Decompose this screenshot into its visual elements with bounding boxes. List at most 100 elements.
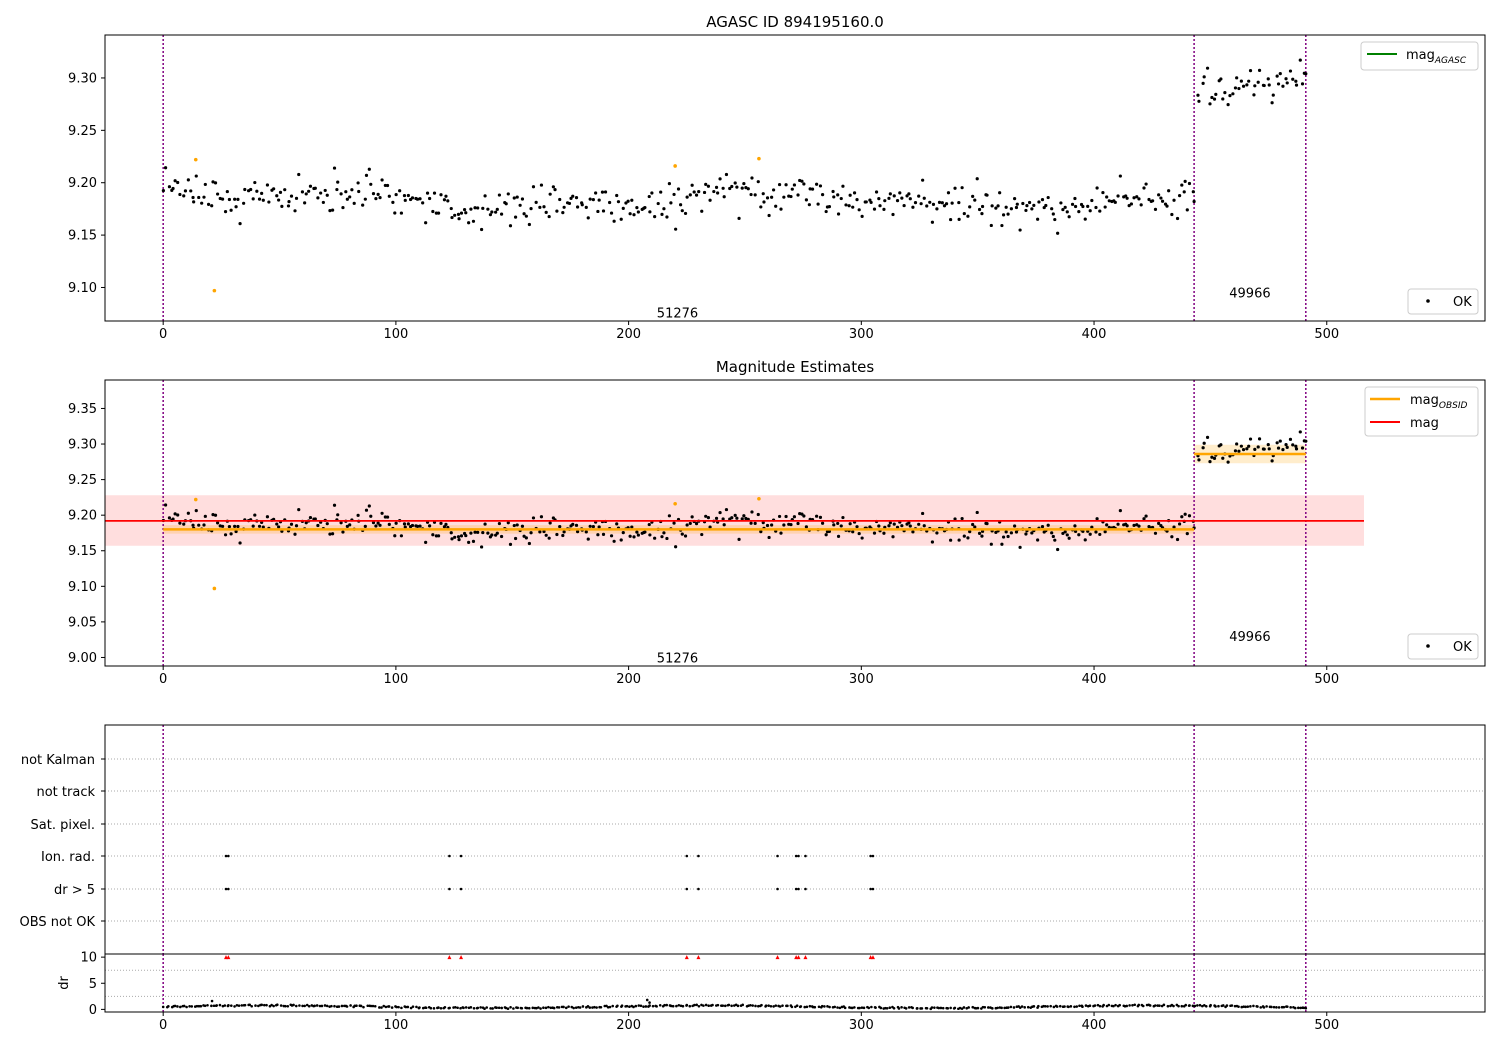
dr-point (900, 1005, 903, 1009)
dr-point (833, 1005, 837, 1009)
ok-point (779, 207, 783, 211)
dr-point (504, 1006, 508, 1010)
ok-point (1202, 75, 1206, 79)
ok-point (527, 222, 531, 227)
ok-point (341, 205, 345, 210)
x-tick-label: 400 (1082, 1018, 1107, 1033)
panel1-points (161, 58, 1308, 293)
ok-point (176, 180, 180, 185)
dr-point (741, 1003, 745, 1007)
ok-point (191, 195, 195, 200)
ok-point (1059, 201, 1063, 205)
ok-point (167, 185, 172, 189)
ok-point (316, 523, 320, 528)
ok-point (653, 536, 657, 540)
ok-point (957, 217, 961, 221)
ok-point (1256, 80, 1260, 84)
ok-point (522, 534, 526, 538)
ok-point (316, 196, 320, 200)
ok-point (1113, 200, 1117, 204)
dr-point (366, 1004, 370, 1008)
dr-point (1098, 1004, 1102, 1008)
ok-point (304, 192, 308, 196)
ok-point (1013, 524, 1017, 528)
dr-point (651, 1004, 655, 1008)
flag-point (871, 854, 875, 858)
ok-point (721, 186, 725, 190)
ok-point (1276, 82, 1281, 86)
ok-point (971, 522, 975, 527)
panel2-legend-ok: OK (1407, 633, 1479, 660)
ok-point (1015, 202, 1019, 206)
ok-point (1285, 81, 1289, 85)
dr-point (1275, 1006, 1278, 1009)
y-tick-label: 9.20 (68, 176, 97, 191)
ok-point (949, 217, 953, 222)
dr-point (1302, 1006, 1306, 1010)
ok-point (508, 542, 513, 546)
ok-point (251, 197, 255, 201)
ok-point (630, 198, 634, 202)
x-tick-label: 500 (1314, 1018, 1339, 1033)
dr-point (904, 1007, 908, 1010)
ok-point (542, 205, 546, 209)
dr-point (933, 1006, 936, 1009)
ok-point (275, 522, 279, 526)
ok-point (636, 210, 640, 214)
dr-point (1293, 1006, 1297, 1010)
ok-point (211, 513, 215, 517)
dr-point (874, 1006, 877, 1009)
ok-point (257, 197, 262, 201)
dr-point (634, 1004, 638, 1008)
dr-point (330, 1004, 333, 1008)
dr-point (1240, 1005, 1244, 1009)
ok-point (551, 185, 555, 189)
dr-point (677, 1003, 681, 1007)
ok-point (255, 189, 259, 193)
ok-point (278, 190, 283, 194)
dr-point (1069, 1005, 1073, 1008)
ok-point (464, 211, 468, 215)
ok-point (1201, 81, 1205, 85)
x-tick-label: 0 (159, 327, 167, 342)
dr-point (632, 1005, 635, 1009)
ok-point (233, 197, 237, 201)
ok-point (712, 189, 716, 194)
ok-point (1073, 196, 1077, 201)
ok-point (220, 524, 225, 528)
ok-point (596, 209, 600, 214)
dr-flagged-marker (803, 955, 808, 960)
ok-point (1191, 190, 1195, 194)
ok-point (462, 208, 467, 212)
dr-point (424, 1006, 428, 1010)
ok-point (888, 192, 892, 196)
flag-point (871, 887, 875, 891)
ok-point (1231, 92, 1235, 96)
ok-point (911, 530, 915, 534)
ok-point (756, 180, 760, 184)
y-tick-label: 0 (89, 1003, 97, 1018)
ok-point (234, 529, 238, 534)
flags-panel: not Kalman not track Sat. pixel. Ion. rad. d… (20, 724, 1486, 955)
flag-point (776, 887, 779, 891)
ok-point (1030, 531, 1034, 535)
dr-point (223, 1004, 227, 1007)
ok-point (667, 182, 671, 186)
ok-point (1241, 84, 1246, 88)
dr-point (757, 1004, 760, 1008)
ok-point (186, 178, 190, 182)
dr-point (276, 1003, 279, 1007)
ok-point (883, 199, 887, 203)
ok-point (1212, 456, 1217, 460)
ok-point (917, 522, 921, 526)
ok-point (1271, 93, 1275, 97)
ok-point (1237, 449, 1241, 453)
dr-point (557, 1006, 561, 1009)
ok-point (1001, 535, 1006, 539)
dr-point (1256, 1005, 1259, 1008)
ok-point (361, 203, 365, 207)
dr-point (637, 1004, 641, 1007)
x-tick-label: 400 (1082, 672, 1107, 687)
ok-point (977, 531, 982, 535)
dr-point (611, 1004, 615, 1008)
